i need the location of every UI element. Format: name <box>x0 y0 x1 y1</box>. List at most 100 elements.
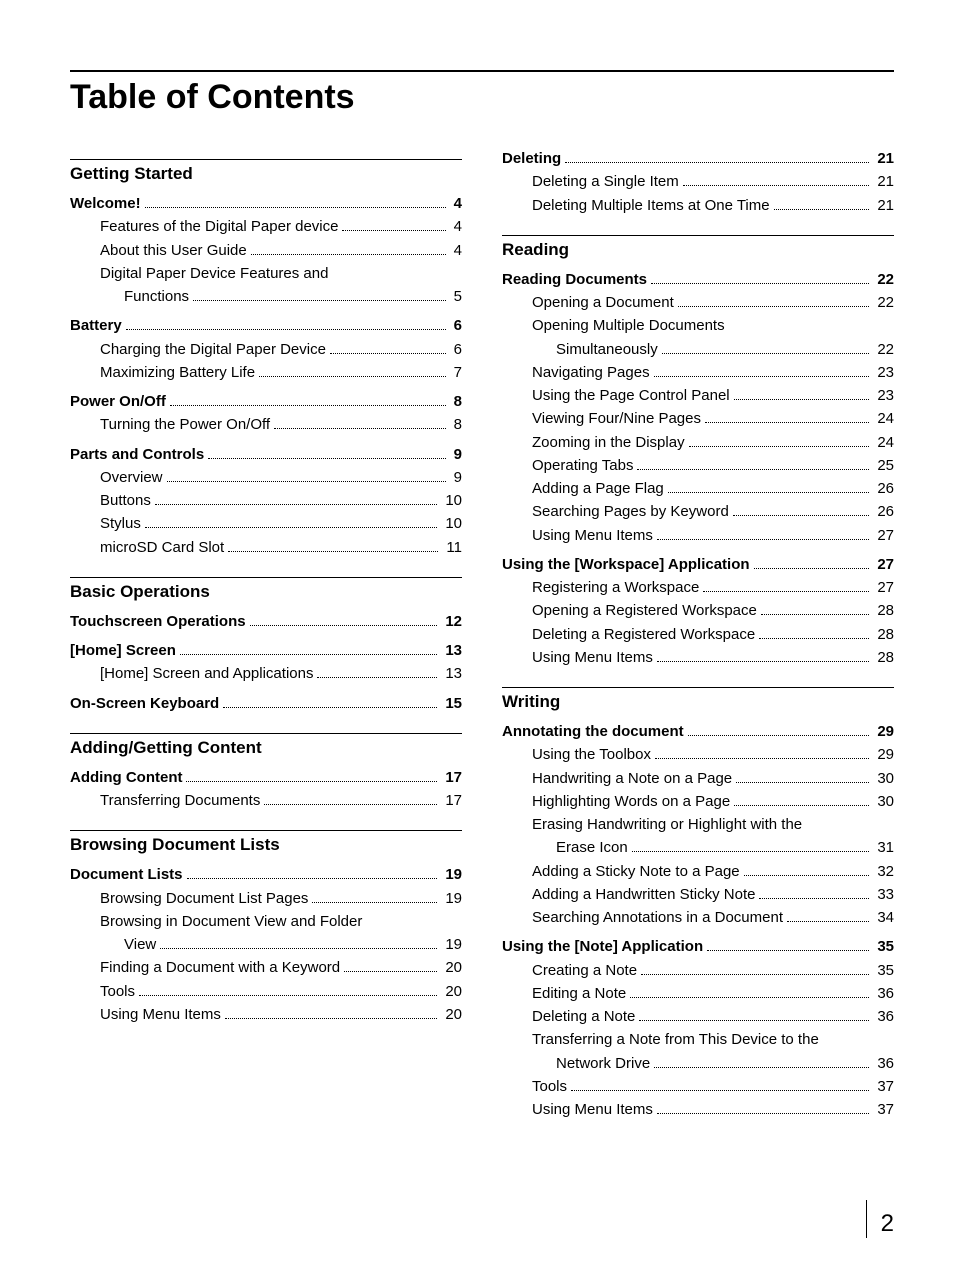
toc-entry-l2[interactable]: Charging the Digital Paper Device6 <box>70 338 462 361</box>
toc-entry-l1[interactable]: Deleting21 <box>502 147 894 170</box>
toc-entry-text-cont: Simultaneously <box>556 338 658 361</box>
toc-entry-l2[interactable]: Browsing in Document View and FolderView… <box>70 910 462 957</box>
leader-dots <box>186 781 437 782</box>
toc-page-ref: 13 <box>441 662 462 685</box>
toc-entry-l2[interactable]: Using the Toolbox29 <box>502 743 894 766</box>
toc-page-ref: 27 <box>873 524 894 547</box>
toc-entry-l2[interactable]: Operating Tabs25 <box>502 454 894 477</box>
toc-entry-text: Searching Annotations in a Document <box>532 906 783 929</box>
toc-entry-l2[interactable]: [Home] Screen and Applications13 <box>70 662 462 685</box>
leader-dots <box>759 898 869 899</box>
toc-entry-l2[interactable]: Deleting a Registered Workspace28 <box>502 623 894 646</box>
toc-entry-l2[interactable]: Navigating Pages23 <box>502 361 894 384</box>
leader-dots <box>274 428 446 429</box>
toc-page-ref: 27 <box>873 553 894 576</box>
toc-entry-l1[interactable]: Using the [Workspace] Application27 <box>502 553 894 576</box>
toc-entry-l1[interactable]: [Home] Screen13 <box>70 639 462 662</box>
toc-entry-l2[interactable]: Deleting a Note36 <box>502 1005 894 1028</box>
toc-page-ref: 19 <box>441 933 462 956</box>
toc-entry-l2[interactable]: Editing a Note36 <box>502 982 894 1005</box>
leader-dots <box>654 376 870 377</box>
toc-entry-text: Adding Content <box>70 766 182 789</box>
toc-entry-l2[interactable]: Creating a Note35 <box>502 959 894 982</box>
leader-dots <box>630 997 869 998</box>
toc-entry-l2[interactable]: Using Menu Items37 <box>502 1098 894 1121</box>
toc-entry-l1[interactable]: Using the [Note] Application 35 <box>502 935 894 958</box>
leader-dots <box>251 254 446 255</box>
toc-page-ref: 25 <box>873 454 894 477</box>
toc-entry-l2[interactable]: Zooming in the Display24 <box>502 431 894 454</box>
toc-entry-l2[interactable]: Erasing Handwriting or Highlight with th… <box>502 813 894 860</box>
toc-page-ref: 35 <box>873 935 894 958</box>
leader-dots <box>155 504 437 505</box>
leader-dots <box>250 625 438 626</box>
toc-entry-text: Using Menu Items <box>532 1098 653 1121</box>
toc-entry-l2[interactable]: Digital Paper Device Features andFunctio… <box>70 262 462 309</box>
toc-entry-l2[interactable]: Opening Multiple DocumentsSimultaneously… <box>502 314 894 361</box>
toc-entry-l1[interactable]: Adding Content17 <box>70 766 462 789</box>
toc-entry-l2[interactable]: Transferring a Note from This Device to … <box>502 1028 894 1075</box>
toc-entry-l1[interactable]: Power On/Off8 <box>70 390 462 413</box>
toc-entry-l2[interactable]: Features of the Digital Paper device4 <box>70 215 462 238</box>
toc-entry-l1[interactable]: Document Lists19 <box>70 863 462 886</box>
toc-page-ref: 6 <box>450 314 462 337</box>
toc-entry-l2[interactable]: Deleting Multiple Items at One Time21 <box>502 194 894 217</box>
toc-entry-l1[interactable]: Reading Documents22 <box>502 268 894 291</box>
leader-dots <box>678 306 870 307</box>
toc-entry-l2[interactable]: Searching Annotations in a Document34 <box>502 906 894 929</box>
toc-page-ref: 33 <box>873 883 894 906</box>
toc-entry-text: Registering a Workspace <box>532 576 699 599</box>
toc-entry-l1[interactable]: On-Screen Keyboard15 <box>70 692 462 715</box>
toc-columns: Getting StartedWelcome!4Features of the … <box>70 141 894 1121</box>
toc-entry-text-cont: Erase Icon <box>556 836 628 859</box>
toc-section: Adding/Getting Content <box>70 733 462 758</box>
toc-entry-text: Features of the Digital Paper device <box>100 215 338 238</box>
toc-entry-l1[interactable]: Welcome!4 <box>70 192 462 215</box>
toc-entry-l1[interactable]: Battery6 <box>70 314 462 337</box>
toc-entry-l2[interactable]: Highlighting Words on a Page30 <box>502 790 894 813</box>
toc-entry-l2[interactable]: Using Menu Items28 <box>502 646 894 669</box>
toc-entry-l2[interactable]: Opening a Registered Workspace28 <box>502 599 894 622</box>
toc-entry-l2[interactable]: Adding a Handwritten Sticky Note33 <box>502 883 894 906</box>
toc-section: Basic Operations <box>70 577 462 602</box>
toc-entry-l2[interactable]: Adding a Sticky Note to a Page32 <box>502 860 894 883</box>
toc-entry-l2[interactable]: Finding a Document with a Keyword20 <box>70 956 462 979</box>
toc-entry-text: Digital Paper Device Features and <box>100 262 328 285</box>
toc-entry-l2[interactable]: Searching Pages by Keyword26 <box>502 500 894 523</box>
toc-entry-l1[interactable]: Touchscreen Operations12 <box>70 610 462 633</box>
toc-entry-l2[interactable]: Transferring Documents17 <box>70 789 462 812</box>
toc-page-ref: 26 <box>873 477 894 500</box>
toc-page-ref: 28 <box>873 599 894 622</box>
toc-entry-l2[interactable]: microSD Card Slot11 <box>70 536 462 559</box>
toc-page-ref: 22 <box>873 338 894 361</box>
toc-entry-l2[interactable]: Deleting a Single Item21 <box>502 170 894 193</box>
toc-entry-l2[interactable]: Using Menu Items20 <box>70 1003 462 1026</box>
section-title: Basic Operations <box>70 582 462 602</box>
toc-entry-l2[interactable]: Browsing Document List Pages19 <box>70 887 462 910</box>
toc-entry-l2[interactable]: Stylus10 <box>70 512 462 535</box>
leader-dots <box>145 207 446 208</box>
toc-entry-text: Creating a Note <box>532 959 637 982</box>
toc-entry-l2[interactable]: Tools20 <box>70 980 462 1003</box>
toc-entry-l2[interactable]: Tools37 <box>502 1075 894 1098</box>
toc-entry-l2[interactable]: Using Menu Items27 <box>502 524 894 547</box>
toc-entry-text: Using the [Note] Application <box>502 935 703 958</box>
toc-entry-l2[interactable]: Overview9 <box>70 466 462 489</box>
leader-dots <box>707 950 869 951</box>
toc-page-ref: 22 <box>873 291 894 314</box>
toc-entry-l2[interactable]: Using the Page Control Panel23 <box>502 384 894 407</box>
toc-entry-l2[interactable]: Maximizing Battery Life7 <box>70 361 462 384</box>
toc-entry-l2[interactable]: Viewing Four/Nine Pages24 <box>502 407 894 430</box>
toc-entry-l2[interactable]: Handwriting a Note on a Page30 <box>502 767 894 790</box>
toc-entry-l2[interactable]: Registering a Workspace27 <box>502 576 894 599</box>
toc-entry-l1[interactable]: Annotating the document29 <box>502 720 894 743</box>
toc-entry-l2[interactable]: Turning the Power On/Off8 <box>70 413 462 436</box>
toc-page-ref: 26 <box>873 500 894 523</box>
toc-page-ref: 20 <box>441 956 462 979</box>
toc-entry-l2[interactable]: About this User Guide4 <box>70 239 462 262</box>
toc-entry-l2[interactable]: Buttons10 <box>70 489 462 512</box>
toc-entry-l1[interactable]: Parts and Controls9 <box>70 443 462 466</box>
leader-dots <box>223 707 437 708</box>
toc-entry-l2[interactable]: Opening a Document22 <box>502 291 894 314</box>
toc-entry-l2[interactable]: Adding a Page Flag26 <box>502 477 894 500</box>
